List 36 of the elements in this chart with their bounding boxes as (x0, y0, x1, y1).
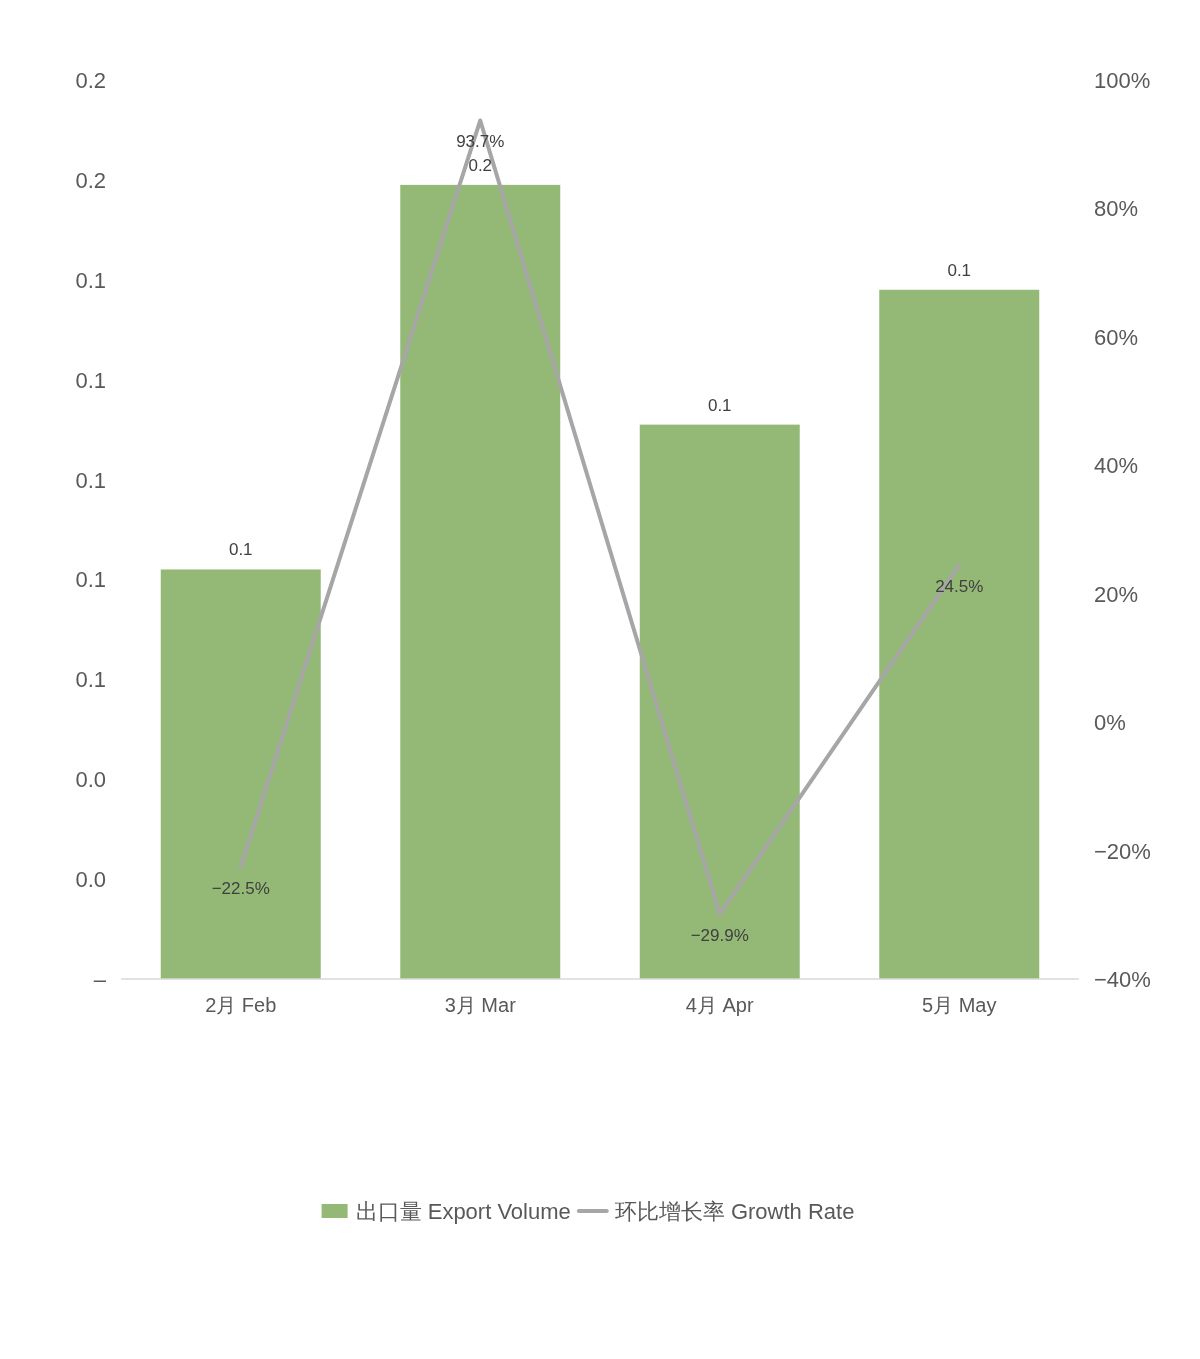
data-label: 93.7% (456, 131, 505, 151)
y-tick-label: – (93, 966, 107, 992)
y2-tick-label: 60% (1094, 324, 1139, 350)
data-label: 0.2 (468, 155, 493, 175)
y2-tick-label: −40% (1094, 966, 1151, 992)
y2-tick-label: 40% (1094, 452, 1139, 478)
y-tick-label: 0.1 (75, 666, 106, 692)
bar (160, 569, 321, 979)
data-label: 24.5% (935, 576, 984, 596)
y-tick-label: 0.1 (75, 467, 106, 493)
y2-tick-label: 20% (1094, 581, 1139, 607)
y-tick-label: 0.0 (75, 866, 106, 892)
y-tick-label: 0.1 (75, 367, 106, 393)
x-tick-label: 3月 Mar (444, 994, 517, 1016)
x-tick-label: 2月 Feb (205, 994, 277, 1016)
bar (879, 289, 1040, 979)
data-label: −29.9% (690, 925, 749, 945)
y2-tick-label: −20% (1094, 838, 1151, 864)
y-tick-label: 0.1 (75, 566, 106, 592)
x-tick-label: 4月 Apr (685, 994, 754, 1016)
y2-tick-label: 100% (1094, 67, 1151, 93)
bar (639, 424, 800, 979)
y-tick-label: 0.1 (75, 267, 106, 293)
data-label: 0.1 (228, 539, 253, 559)
data-label: −22.5% (211, 878, 270, 898)
data-label: 0.1 (707, 395, 732, 415)
y-tick-label: 0.2 (75, 167, 106, 193)
legend-label: 出口量 Export Volume (355, 1198, 571, 1224)
y-tick-label: 0.0 (75, 766, 106, 792)
bar (400, 184, 561, 979)
data-label: 0.1 (947, 260, 972, 280)
y2-tick-label: 80% (1094, 195, 1139, 221)
legend-label: 环比增长率 Growth Rate (614, 1198, 855, 1224)
y2-tick-label: 0% (1094, 709, 1126, 735)
x-tick-label: 5月 May (922, 994, 997, 1016)
y-tick-label: 0.2 (75, 67, 106, 93)
